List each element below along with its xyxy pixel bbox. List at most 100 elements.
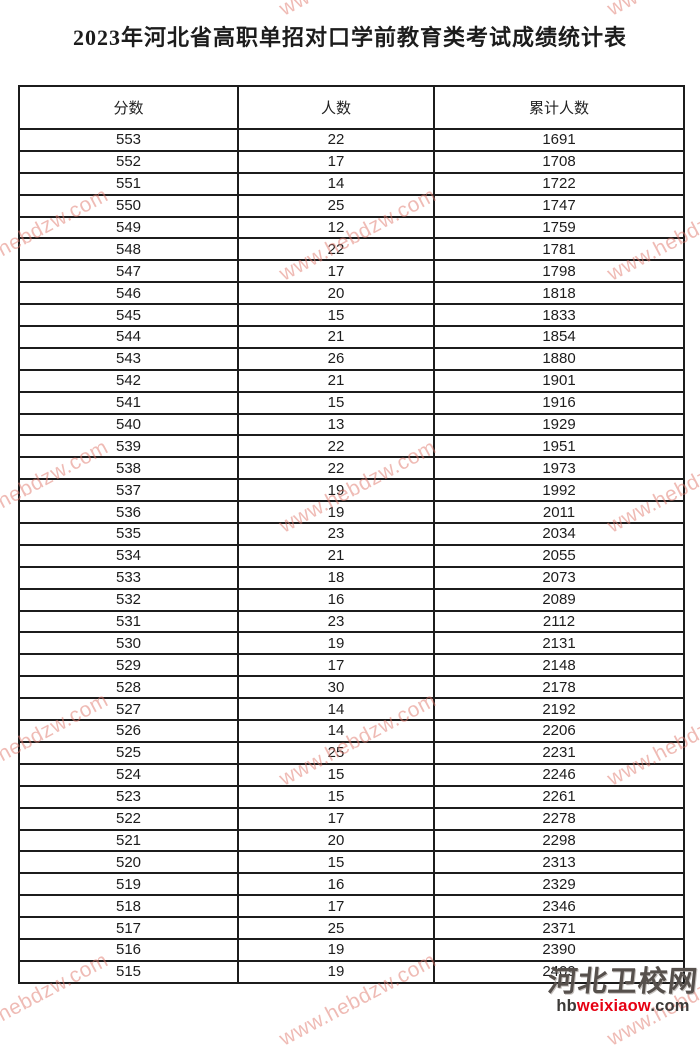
cell-score: 542 — [18, 368, 239, 393]
cell-cumulative: 1708 — [433, 149, 685, 174]
cell-cumulative: 2034 — [433, 522, 685, 546]
table-row: 526 14 2206 — [18, 719, 685, 743]
watermark-text: www.hebdzw.com — [276, 0, 441, 21]
cell-count: 25 — [237, 740, 435, 765]
cell-score: 543 — [18, 346, 239, 371]
cell-count: 21 — [237, 368, 435, 393]
cell-count: 18 — [237, 565, 435, 590]
cell-score: 516 — [18, 937, 239, 962]
cell-score: 533 — [18, 565, 239, 590]
cell-score: 515 — [18, 959, 239, 984]
table-row: 525 25 2231 — [18, 740, 685, 765]
table-row: 535 23 2034 — [18, 522, 685, 546]
cell-score: 544 — [18, 325, 239, 349]
table-row: 527 14 2192 — [18, 697, 685, 722]
cell-score: 549 — [18, 215, 239, 240]
cell-score: 530 — [18, 631, 239, 656]
cell-score: 518 — [18, 894, 239, 919]
table-row: 516 19 2390 — [18, 937, 685, 962]
site-logo: 河北卫校网 hbweixiaow.com — [546, 966, 700, 1015]
cell-score: 522 — [18, 806, 239, 831]
cell-cumulative: 2313 — [433, 850, 685, 875]
cell-cumulative: 1951 — [433, 434, 685, 459]
cell-count: 20 — [237, 828, 435, 853]
cell-cumulative: 1781 — [433, 237, 685, 262]
cell-count: 17 — [237, 259, 435, 284]
cell-count: 25 — [237, 916, 435, 940]
cell-cumulative: 2011 — [433, 500, 685, 525]
cell-cumulative: 1691 — [433, 128, 685, 152]
cell-score: 538 — [18, 456, 239, 481]
cell-count: 19 — [237, 937, 435, 962]
cell-score: 546 — [18, 281, 239, 306]
table-row: 546 20 1818 — [18, 281, 685, 306]
cell-cumulative: 2131 — [433, 631, 685, 656]
table-row: 549 12 1759 — [18, 215, 685, 240]
cell-score: 548 — [18, 237, 239, 262]
cell-score: 517 — [18, 916, 239, 940]
table-row: 522 17 2278 — [18, 806, 685, 831]
cell-count: 15 — [237, 762, 435, 787]
cell-count: 22 — [237, 237, 435, 262]
table-row: 530 19 2131 — [18, 631, 685, 656]
cell-count: 14 — [237, 719, 435, 743]
table-row: 537 19 1992 — [18, 478, 685, 503]
cell-count: 25 — [237, 193, 435, 218]
cell-count: 12 — [237, 215, 435, 240]
table-row: 523 15 2261 — [18, 784, 685, 809]
table-row: 532 16 2089 — [18, 587, 685, 612]
cell-count: 22 — [237, 128, 435, 152]
cell-cumulative: 2329 — [433, 872, 685, 897]
page-title: 2023年河北省高职单招对口学前教育类考试成绩统计表 — [72, 25, 627, 50]
table-row: 551 14 1722 — [18, 171, 685, 196]
cell-cumulative: 1992 — [433, 478, 685, 503]
cell-count: 16 — [237, 872, 435, 897]
cell-cumulative: 1833 — [433, 303, 685, 328]
cell-cumulative: 2055 — [433, 543, 685, 568]
table-row: 534 21 2055 — [18, 543, 685, 568]
site-logo-name: 河北卫校网 — [546, 966, 700, 999]
cell-count: 19 — [237, 478, 435, 503]
cell-cumulative: 1854 — [433, 325, 685, 349]
cell-count: 23 — [237, 522, 435, 546]
cell-cumulative: 2371 — [433, 916, 685, 940]
cell-cumulative: 2148 — [433, 653, 685, 678]
table-header-row: 分数 人数 累计人数 — [18, 85, 685, 130]
cell-score: 534 — [18, 543, 239, 568]
header-count: 人数 — [237, 85, 435, 130]
cell-score: 521 — [18, 828, 239, 853]
header-score: 分数 — [18, 85, 239, 130]
cell-score: 519 — [18, 872, 239, 897]
table-row: 544 21 1854 — [18, 325, 685, 349]
cell-cumulative: 2231 — [433, 740, 685, 765]
table-row: 536 19 2011 — [18, 500, 685, 525]
table-row: 524 15 2246 — [18, 762, 685, 787]
table-row: 541 15 1916 — [18, 390, 685, 415]
cell-count: 19 — [237, 631, 435, 656]
cell-score: 531 — [18, 609, 239, 634]
cell-cumulative: 2112 — [433, 609, 685, 634]
cell-count: 26 — [237, 346, 435, 371]
cell-count: 14 — [237, 697, 435, 722]
score-statistics-table: 分数 人数 累计人数 553 22 1691 552 17 1708 551 14 1722 55… — [18, 85, 685, 984]
cell-score: 527 — [18, 697, 239, 722]
site-logo-url-prefix: hb — [556, 996, 577, 1015]
cell-score: 525 — [18, 740, 239, 765]
cell-score: 545 — [18, 303, 239, 328]
cell-cumulative: 1798 — [433, 259, 685, 284]
table-row: 515 19 2409 — [18, 959, 685, 984]
cell-score: 523 — [18, 784, 239, 809]
cell-score: 532 — [18, 587, 239, 612]
cell-score: 537 — [18, 478, 239, 503]
cell-count: 17 — [237, 806, 435, 831]
table-row: 517 25 2371 — [18, 916, 685, 940]
cell-count: 23 — [237, 609, 435, 634]
table-row: 553 22 1691 — [18, 128, 685, 152]
cell-count: 15 — [237, 390, 435, 415]
cell-cumulative: 2246 — [433, 762, 685, 787]
cell-cumulative: 2346 — [433, 894, 685, 919]
cell-cumulative: 1818 — [433, 281, 685, 306]
cell-count: 13 — [237, 412, 435, 437]
cell-count: 19 — [237, 959, 435, 984]
watermark-text: www.hebdzw.com — [0, 0, 112, 21]
